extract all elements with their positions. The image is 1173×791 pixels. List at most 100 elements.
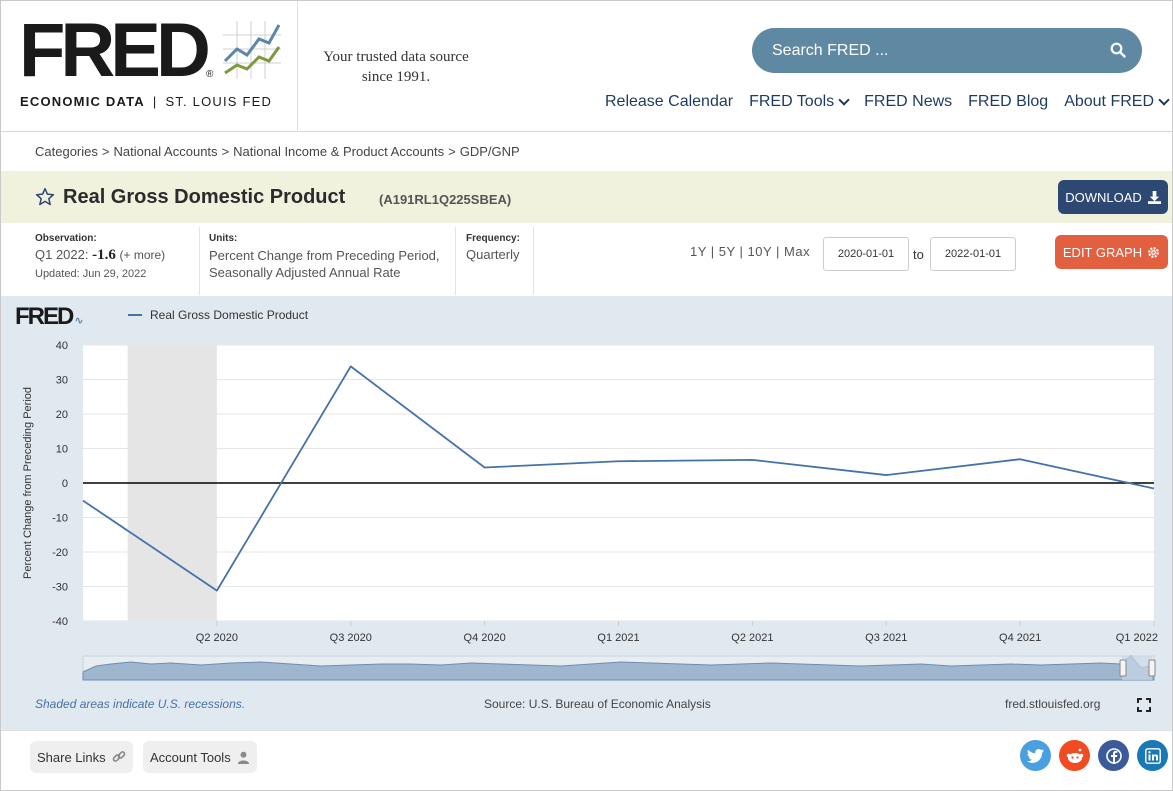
breadcrumb-separator: >: [101, 144, 110, 159]
reddit-icon[interactable]: [1059, 740, 1090, 771]
chevron-down-icon: [838, 94, 850, 106]
breadcrumb-categories[interactable]: Categories: [35, 144, 98, 159]
frequency-value: Quarterly: [466, 247, 520, 262]
search-icon[interactable]: [1110, 42, 1126, 58]
tagline-line2: since 1991.: [361, 69, 431, 85]
breadcrumb-gdp-gnp[interactable]: GDP/GNP: [459, 144, 520, 159]
units-value-line2: Seasonally Adjusted Annual Rate: [209, 265, 401, 280]
mini-logo-graph-icon: ∿: [74, 315, 84, 327]
nav-label: FRED Tools: [749, 93, 835, 110]
y-tick-label: 20: [56, 409, 68, 421]
nav-label: FRED News: [864, 93, 953, 110]
nav-fred-news[interactable]: FRED News: [864, 93, 952, 111]
chart-fred-logo: FRED ∿: [15, 303, 84, 330]
site-header: FRED ® ECONOMIC DATA | ST. LOUIS FED Your …: [1, 1, 1172, 132]
x-tick-label: Q2 2021: [731, 632, 773, 644]
y-tick-labels: 40 30 20 10 0 -10 -20 -30 -40: [52, 340, 68, 628]
series-id: (A191RL1Q225SBEA): [379, 192, 512, 207]
y-tick-label: -40: [52, 616, 68, 628]
x-tick-label: Q1 2022: [1116, 632, 1158, 644]
nav-label: Release Calendar: [605, 93, 734, 110]
navigator-handle-left[interactable]: [1119, 659, 1127, 677]
fred-logo[interactable]: FRED ® ECONOMIC DATA | ST. LOUIS FED: [1, 1, 298, 132]
y-tick-label: -20: [52, 547, 68, 559]
search-bar: [752, 28, 1142, 73]
nav-label: FRED Blog: [968, 93, 1049, 110]
y-tick-label: -30: [52, 582, 68, 594]
nav-fred-tools[interactable]: FRED Tools: [749, 93, 850, 111]
share-links-label: Share Links: [37, 749, 106, 765]
twitter-icon[interactable]: [1020, 740, 1051, 771]
units-label: Units:: [209, 233, 238, 244]
range-selector[interactable]: 1Y | 5Y | 10Y | Max: [690, 244, 811, 259]
search-input[interactable]: [772, 40, 1102, 62]
series-layer: [82, 365, 1155, 592]
recession-note: Shaded areas indicate U.S. recessions.: [35, 697, 246, 711]
share-links-button[interactable]: Share Links: [30, 741, 133, 773]
end-date-input[interactable]: 2022-01-01: [930, 237, 1016, 271]
page-title: Real Gross Domestic Product: [63, 186, 346, 208]
start-date-input[interactable]: 2020-01-01: [823, 237, 909, 271]
source-note[interactable]: Source: U.S. Bureau of Economic Analysis: [484, 697, 711, 711]
date-to-label: to: [913, 247, 924, 262]
facebook-f-glyph: [1105, 747, 1122, 764]
chart-legend[interactable]: Real Gross Domestic Product: [128, 308, 308, 322]
linkedin-icon[interactable]: [1137, 740, 1168, 771]
y-tick-label: 10: [56, 444, 68, 456]
frequency-label: Frequency:: [466, 233, 520, 244]
range-navigator[interactable]: [82, 655, 1156, 681]
linkedin-in-glyph: [1144, 747, 1161, 764]
edit-graph-label: EDIT GRAPH: [1062, 244, 1143, 260]
navigator-handle-right[interactable]: [1148, 659, 1156, 677]
logo-wordmark: FRED: [19, 8, 211, 93]
breadcrumb: Categories > National Accounts > National In…: [35, 144, 520, 159]
legend-label: Real Gross Domestic Product: [150, 308, 309, 322]
y-axis-label: Percent Change from Preceding Period: [22, 387, 34, 579]
site-url[interactable]: fred.stlouisfed.org: [1005, 697, 1101, 711]
nav-release-calendar[interactable]: Release Calendar: [605, 93, 733, 111]
grid-layer: [83, 344, 1155, 626]
nav-fred-blog[interactable]: FRED Blog: [968, 93, 1048, 111]
account-tools-label: Account Tools: [150, 749, 231, 765]
observation-block: Observation: Q1 2022: -1.6 (+ more) Upda…: [27, 227, 200, 295]
nav-about-fred[interactable]: About FRED: [1064, 93, 1170, 111]
breadcrumb-nipa[interactable]: National Income & Product Accounts: [233, 144, 445, 159]
user-icon: [237, 751, 249, 764]
y-tick-label: 40: [56, 340, 68, 352]
star-icon[interactable]: [35, 187, 55, 207]
updated-date: Updated: Jun 29, 2022: [35, 268, 147, 280]
tagline-line1: Your trusted data source: [323, 49, 469, 65]
fullscreen-icon[interactable]: [1137, 698, 1151, 712]
edit-graph-button[interactable]: EDIT GRAPH: [1055, 235, 1168, 269]
chevron-down-icon: [1158, 94, 1170, 106]
nav-label: About FRED: [1064, 93, 1154, 110]
reddit-alien-glyph: [1066, 748, 1083, 763]
download-icon: [1147, 190, 1161, 204]
link-icon: [112, 751, 126, 762]
navigator-series-area: [82, 655, 1155, 681]
x-tick-label: Q4 2020: [464, 632, 506, 644]
navigator-selection: [1122, 656, 1152, 680]
x-tick-label: Q1 2021: [597, 632, 639, 644]
observation-value: -1.6: [92, 247, 116, 263]
download-button[interactable]: DOWNLOAD: [1058, 180, 1168, 214]
chart-svg: 40 30 20 10 0 -10 -20 -30 -40 Q2 2020 Q3 2020 Q4 2…: [22, 340, 1158, 681]
gear-icon: [1148, 246, 1159, 258]
x-tick-label: Q2 2020: [196, 632, 238, 644]
breadcrumb-separator: >: [221, 144, 230, 159]
x-tick-label: Q4 2021: [999, 632, 1041, 644]
tagline: Your trusted data source since 1991.: [301, 47, 491, 87]
breadcrumb-national-accounts[interactable]: National Accounts: [113, 144, 218, 159]
observation-line: Q1 2022: -1.6 (+ more): [35, 247, 165, 264]
logo-subtitle-separator: |: [152, 94, 158, 109]
account-tools-button[interactable]: Account Tools: [143, 741, 257, 773]
download-label: DOWNLOAD: [1065, 189, 1142, 205]
observation-label: Observation:: [35, 233, 97, 244]
units-value-line1: Percent Change from Preceding Period,: [209, 248, 440, 263]
observation-more-link[interactable]: (+ more): [119, 248, 166, 262]
x-tick-label: Q3 2020: [330, 632, 372, 644]
facebook-icon[interactable]: [1098, 740, 1129, 771]
y-tick-label: 30: [56, 375, 68, 387]
frequency-block: Frequency: Quarterly: [456, 227, 534, 295]
